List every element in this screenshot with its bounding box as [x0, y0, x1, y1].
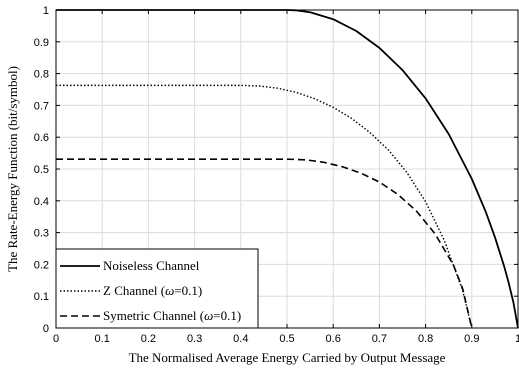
legend-label: Noiseless Channel — [103, 258, 200, 273]
y-axis-title: The Rate-Energy Function (bit/symbol) — [5, 66, 20, 272]
y-tick-label: 0.2 — [34, 259, 49, 271]
y-tick-label: 0.1 — [34, 291, 49, 303]
legend-box — [55, 248, 259, 329]
noiseless-channel-line — [56, 9, 519, 329]
axis-ticks: 0 0.1 0.2 0.3 0.4 0.5 0.6 0.7 0.8 0.9 1 0 0.1 0.2 0.3 0… — [34, 5, 519, 345]
x-tick-label: 0.2 — [141, 333, 156, 345]
legend-omega-symbol: ω — [165, 283, 174, 298]
y-tick-label: 0.7 — [34, 100, 49, 112]
x-tick-label: 0.4 — [233, 333, 248, 345]
x-tick-label: 0.3 — [187, 333, 202, 345]
y-tick-label: 0.6 — [34, 132, 49, 144]
legend-label: Z Channel (ω=0.1) — [103, 283, 202, 298]
legend-label-suffix: =0.1) — [213, 308, 241, 323]
y-tick-label: 0.8 — [34, 69, 49, 81]
x-tick-label: 0.1 — [95, 333, 110, 345]
y-tick-label: 0.3 — [34, 228, 49, 240]
y-tick-label: 0.4 — [34, 196, 49, 208]
legend-label-text: Z Channel ( — [103, 283, 165, 298]
legend-label-suffix: =0.1) — [174, 283, 202, 298]
x-tick-label: 0 — [53, 333, 59, 345]
y-tick-label: 0.9 — [34, 37, 49, 49]
series-lines — [56, 9, 519, 329]
x-tick-label: 0.8 — [418, 333, 433, 345]
x-tick-label: 0.9 — [464, 333, 479, 345]
legend-label-text: Symetric Channel ( — [103, 308, 204, 323]
x-tick-label: 1 — [515, 333, 519, 345]
y-tick-label: 0.5 — [34, 164, 49, 176]
x-tick-label: 0.5 — [279, 333, 294, 345]
x-tick-label: 0.6 — [326, 333, 341, 345]
y-tick-label: 1 — [43, 5, 49, 17]
legend-omega-symbol: ω — [204, 308, 213, 323]
legend-label-text: Noiseless Channel — [103, 258, 200, 273]
z-channel-line — [56, 84, 473, 329]
x-tick-label: 0.7 — [372, 333, 387, 345]
legend-label: Symetric Channel (ω=0.1) — [103, 308, 241, 323]
x-axis-title: The Normalised Average Energy Carried by… — [129, 350, 446, 365]
y-tick-label: 0 — [43, 323, 49, 335]
